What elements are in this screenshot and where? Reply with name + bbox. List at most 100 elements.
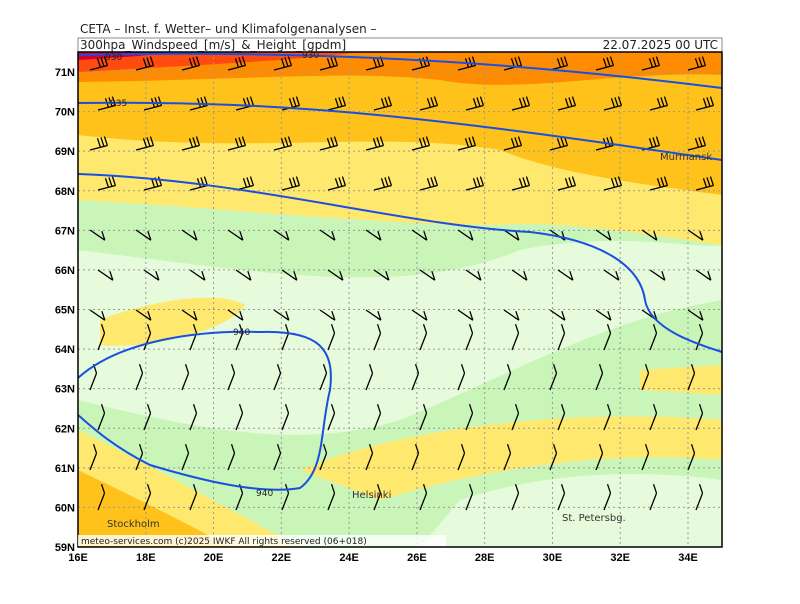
barb-shaft <box>603 184 622 191</box>
barb-flag <box>234 58 240 68</box>
barb-flag <box>517 136 523 146</box>
barb-shaft <box>649 412 658 431</box>
barb-flag <box>100 484 106 494</box>
place-label: St. Petersbg. <box>562 513 626 524</box>
barb-flag <box>660 97 665 107</box>
contour-label: 930 <box>105 53 122 63</box>
wind-barb <box>281 404 290 431</box>
barb-flag <box>142 138 148 148</box>
wind-barb <box>89 229 106 241</box>
barb-shaft <box>97 412 106 431</box>
contour-label: 940 <box>256 489 273 499</box>
wind-barb <box>595 229 612 241</box>
barb-flag <box>238 137 243 147</box>
barb-flag <box>652 137 657 147</box>
field-yellow-5 <box>640 365 722 395</box>
barb-flag <box>571 176 577 186</box>
barb-flag <box>510 138 516 148</box>
wind-barb <box>695 269 712 281</box>
wind-barb <box>189 324 198 351</box>
wind-barb <box>135 136 155 151</box>
barb-flag <box>330 57 335 67</box>
lon-label: 30E <box>543 552 563 564</box>
barb-shaft <box>273 372 282 391</box>
barb-shaft <box>465 332 474 351</box>
barb-flag <box>379 136 385 146</box>
wind-barb <box>181 444 190 471</box>
barb-flag <box>653 310 658 321</box>
barb-flag <box>380 178 386 188</box>
wind-barb <box>465 484 474 511</box>
barb-flag <box>108 177 113 187</box>
wind-barb <box>419 96 439 111</box>
lat-label: 59N <box>55 542 75 554</box>
barb-flag <box>706 177 711 187</box>
barb-shaft <box>365 309 382 321</box>
wind-barb <box>135 229 152 241</box>
contour-940-south <box>78 330 332 491</box>
barb-flag <box>476 177 481 187</box>
product-label: 300hpa_Windspeed_[m/s]_&_Height_[gpdm] <box>80 38 346 52</box>
wind-barb <box>465 404 474 431</box>
barb-shaft <box>503 372 512 391</box>
wind-barb <box>641 229 658 241</box>
barb-shaft <box>695 104 714 111</box>
wind-barb <box>327 404 336 431</box>
barb-flag <box>560 484 566 494</box>
barb-shaft <box>465 492 474 511</box>
wind-barb <box>695 404 704 431</box>
barb-flag <box>476 97 481 107</box>
barb-flag <box>468 57 473 67</box>
barb-flag <box>384 177 389 187</box>
wind-barb <box>181 56 201 71</box>
wind-barb <box>189 404 198 431</box>
barb-flag <box>472 178 478 188</box>
barb-flag <box>610 178 616 188</box>
barb-flag <box>149 56 155 66</box>
barb-flag <box>699 230 704 241</box>
barb-shaft <box>227 309 244 321</box>
barb-flag <box>246 177 251 187</box>
barb-shaft <box>419 269 436 281</box>
wind-barb <box>273 364 282 391</box>
barb-flag <box>192 404 198 414</box>
barb-flag <box>284 324 290 334</box>
barb-flag <box>192 137 197 147</box>
wind-barb <box>549 444 558 471</box>
barb-flag <box>230 364 236 374</box>
barb-flag <box>341 176 347 186</box>
barb-shaft <box>687 229 704 241</box>
lon-label: 28E <box>475 552 495 564</box>
barb-shaft <box>511 184 530 191</box>
wind-barb <box>365 444 374 471</box>
wind-barb <box>511 176 531 191</box>
wind-barb <box>135 309 152 321</box>
barb-shaft <box>687 309 704 321</box>
wind-barb <box>97 176 117 191</box>
barb-flag <box>242 178 248 188</box>
barb-flag <box>479 96 485 106</box>
map-field <box>78 52 722 547</box>
wind-barb <box>595 364 604 391</box>
barb-shaft <box>281 184 300 191</box>
barb-flag <box>514 324 520 334</box>
barb-flag <box>514 57 519 67</box>
barb-shaft <box>511 492 520 511</box>
wind-barb <box>143 269 160 281</box>
lat-label: 66N <box>55 265 75 277</box>
barb-flag <box>606 324 612 334</box>
wind-barb <box>89 444 98 471</box>
barb-flag <box>193 310 198 321</box>
barb-flag <box>468 137 473 147</box>
barb-flag <box>422 404 428 414</box>
barb-shaft <box>273 144 292 151</box>
barb-flag <box>469 230 474 241</box>
barb-shaft <box>641 64 660 71</box>
barb-flag <box>615 270 620 281</box>
barb-shaft <box>327 184 346 191</box>
barb-flag <box>184 444 190 454</box>
barb-flag <box>293 270 298 281</box>
barb-shaft <box>135 229 152 241</box>
barb-flag <box>614 97 619 107</box>
barb-shaft <box>281 269 298 281</box>
